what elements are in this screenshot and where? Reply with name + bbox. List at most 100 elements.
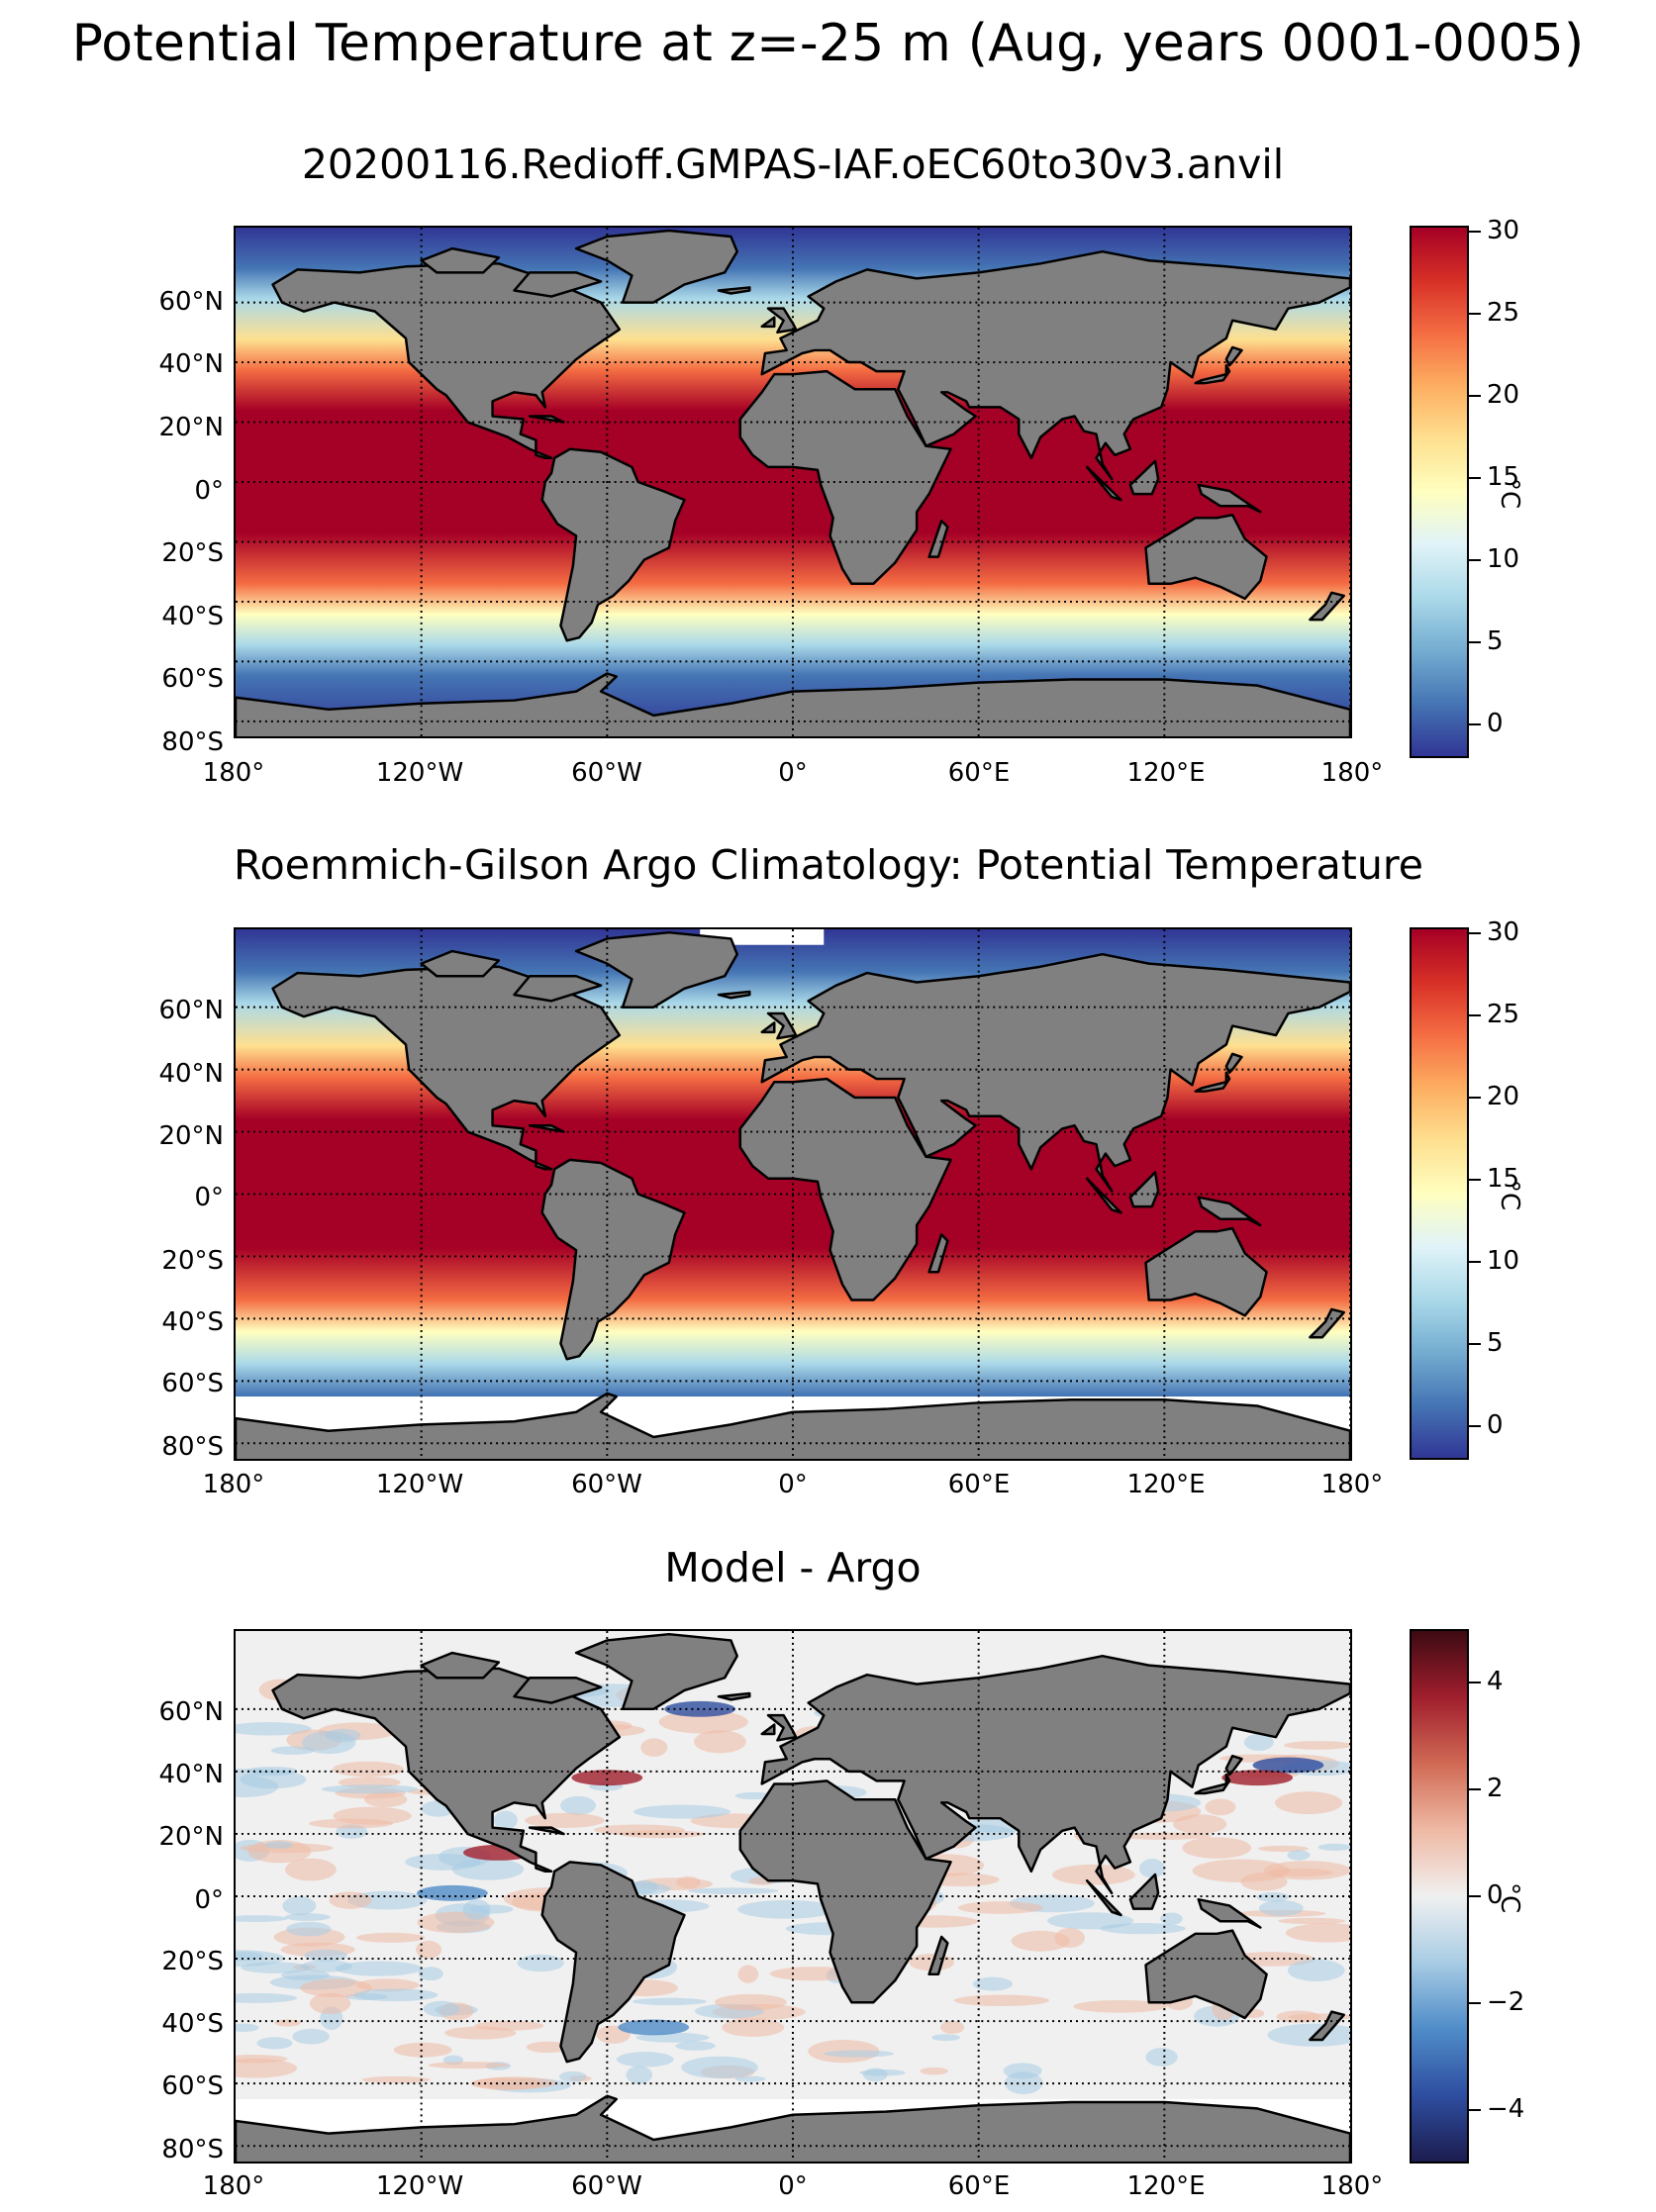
panel-1-lon-label: 120°W [375,758,464,788]
anomaly-patch [640,1738,668,1757]
panel-2-colorbar-tick [1469,1014,1481,1016]
anomaly-patch [1276,2010,1320,2023]
anomaly-patch [416,1940,442,1959]
land-mass [766,1011,798,1040]
anomaly-patch [355,1932,426,1943]
land-mass [528,415,565,424]
anomaly-patch [734,2075,766,2082]
panel-2-lon-label: 120°E [1126,1470,1206,1499]
anomaly-patch [428,2062,509,2069]
land-mass [528,1123,565,1133]
land-mass [574,930,738,1009]
anomaly-patch [264,1841,294,1849]
panel-3-colorbar-label: 2 [1487,1774,1504,1803]
anomaly-patch [560,1795,597,1815]
panel-3-colorbar-tick [1469,2109,1481,2111]
panel-3-colorbar-label: −4 [1487,2094,1525,2124]
anomaly-patch [675,2041,717,2051]
panel-2-lon-label: 180° [202,1470,265,1499]
anomaly-patch [236,2023,259,2032]
land-mass [1309,2010,1345,2042]
land-mass [760,249,1350,481]
panel-2-colorbar-label: 10 [1487,1246,1520,1276]
land-mass [927,1935,949,1976]
land-mass [1197,1897,1262,1929]
panel-3-lat-label: 20°S [161,1947,224,1976]
land-mass [717,1691,751,1701]
panel-2-lat-label: 80°S [161,1432,224,1462]
anomaly-patch [633,1804,731,1819]
land-mass [1194,363,1231,385]
land-mass [420,1651,501,1680]
land-mass [1309,1307,1345,1339]
panel-2-colorbar-tick [1469,932,1481,934]
land-mass [1194,1071,1231,1093]
land-mass [927,1233,949,1274]
land-mass [1197,1196,1262,1227]
anomaly-patch [274,2019,301,2027]
panel-1-lat-label: 60°S [161,664,224,694]
anomaly-patch [920,2067,949,2075]
anomaly-patch [270,1746,315,1755]
anomaly-patch [1047,1912,1134,1930]
anomaly-patch [1192,1859,1290,1883]
land-mass [760,1021,776,1034]
land-mass [738,1077,952,1301]
panel-1-colorbar-label: 15 [1487,462,1520,492]
land-mass [513,271,603,298]
anomaly-patch [308,1818,394,1829]
anomaly-patch [737,1899,836,1919]
anomaly-patch [517,1954,564,1972]
panel-2-lon-label: 60°E [947,1470,1011,1499]
panel-3-colorbar-tick [1469,1895,1481,1897]
anomaly-patch [688,1887,779,1894]
land-mass [513,975,603,1003]
panel-1-lon-label: 180° [202,758,265,788]
anomaly-patch [957,1901,1043,1914]
land-mass [717,286,751,295]
panel-3-colorbar-label: 0 [1487,1880,1504,1910]
anomaly-patch [1274,1791,1343,1815]
panel-2-colorbar-label: 0 [1487,1410,1504,1440]
panel-1-colorbar-label: 10 [1487,544,1520,574]
anomaly-patch [616,2052,674,2068]
land-mass [1194,1773,1231,1795]
panel-1-colorbar-label: 0 [1487,709,1504,738]
land-mass [760,952,1350,1193]
panel-1-colorbar-tick [1469,395,1481,397]
anomaly-patch [558,2070,587,2082]
panel-1-lat-label: 0° [194,476,224,506]
land-mass [420,246,501,274]
land-mass [513,1677,603,1704]
land-mass [1085,1878,1122,1917]
panel-1-lon-label: 120°E [1126,758,1206,788]
panel-2-colorbar-tick [1469,1425,1481,1427]
anomaly-patch [321,1784,419,1794]
panel-2-map [234,927,1352,1461]
panel-3-lat-label: 60°S [161,2071,224,2101]
map-svg-1 [236,228,1350,736]
land-mass [1197,483,1262,514]
panel-3-lat-label: 60°N [158,1697,224,1727]
panel-3-colorbar-unit: °C [1495,1882,1524,1914]
panel-2-colorbar-tick [1469,1343,1481,1345]
land-mass [1128,1873,1160,1910]
land-mass [1144,514,1268,601]
anomaly-patch [301,1960,353,1972]
panel-1-colorbar-label: 5 [1487,626,1504,656]
anomaly-patch [1287,1850,1311,1861]
anomaly-patch [493,1810,518,1830]
anomaly-patch [247,1840,312,1864]
anomaly-patch [332,1761,405,1778]
anomaly-patch [444,2026,517,2040]
panel-1-colorbar-tick [1469,641,1481,643]
panel-1-lat-label: 80°S [161,727,224,757]
panel-2-lon-label: 0° [778,1470,808,1499]
panel-1-colorbar-label: 25 [1487,298,1520,328]
panel-2-colorbar-tick [1469,1179,1481,1181]
panel-3-lat-label: 0° [194,1885,224,1915]
panel-3-lon-label: 60°E [947,2171,1011,2201]
panel-1-lat-label: 40°S [161,602,224,631]
anomaly-patch [1011,1930,1070,1952]
anomaly-patch [1160,1912,1183,1925]
